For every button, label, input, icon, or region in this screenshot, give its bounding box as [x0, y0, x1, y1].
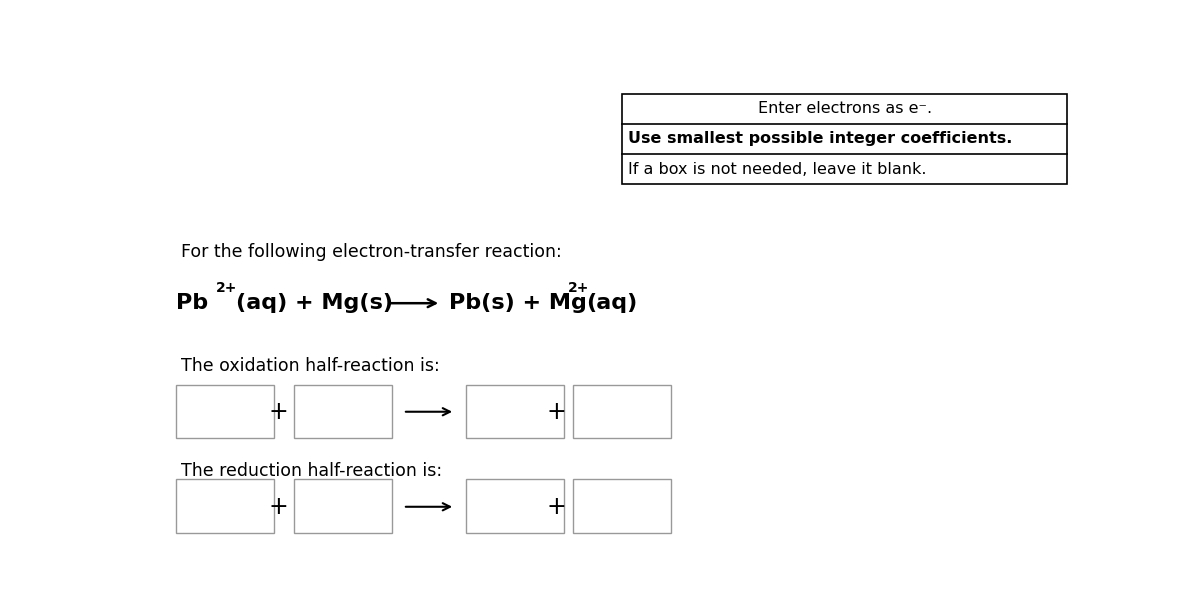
Text: Use smallest possible integer coefficients.: Use smallest possible integer coefficien…	[628, 131, 1013, 146]
Text: Pb: Pb	[176, 293, 208, 313]
FancyBboxPatch shape	[574, 385, 671, 438]
Text: Enter electrons as e⁻.: Enter electrons as e⁻.	[757, 101, 931, 116]
Text: 2+: 2+	[216, 281, 238, 295]
Text: The oxidation half-reaction is:: The oxidation half-reaction is:	[181, 357, 439, 375]
FancyBboxPatch shape	[623, 94, 1067, 185]
Text: Pb(s) + Mg: Pb(s) + Mg	[450, 293, 587, 313]
Text: +: +	[269, 400, 288, 424]
Text: The reduction half-reaction is:: The reduction half-reaction is:	[181, 462, 442, 480]
FancyBboxPatch shape	[294, 479, 391, 533]
Text: +: +	[546, 400, 566, 424]
FancyBboxPatch shape	[176, 385, 274, 438]
Text: If a box is not needed, leave it blank.: If a box is not needed, leave it blank.	[628, 162, 926, 177]
Text: +: +	[269, 495, 288, 518]
Text: For the following electron-transfer reaction:: For the following electron-transfer reac…	[181, 243, 562, 261]
Text: (aq): (aq)	[586, 293, 637, 313]
Text: (aq) + Mg(s): (aq) + Mg(s)	[235, 293, 392, 313]
FancyBboxPatch shape	[574, 479, 671, 533]
FancyBboxPatch shape	[176, 479, 274, 533]
FancyBboxPatch shape	[467, 385, 564, 438]
Text: +: +	[546, 495, 566, 518]
Text: 2+: 2+	[568, 281, 589, 295]
FancyBboxPatch shape	[467, 479, 564, 533]
FancyBboxPatch shape	[294, 385, 391, 438]
